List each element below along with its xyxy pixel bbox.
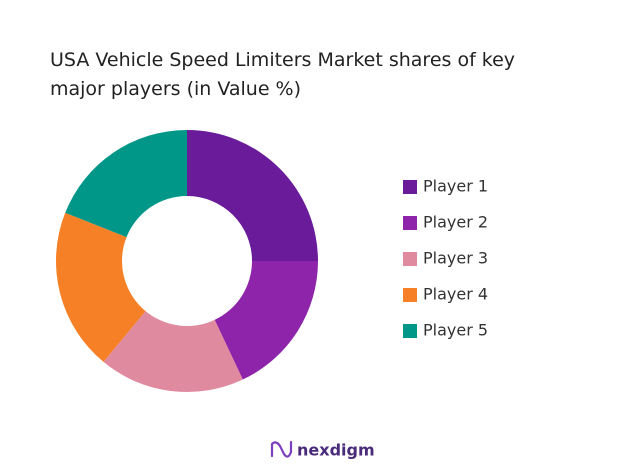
chart-title: USA Vehicle Speed Limiters Market shares… — [50, 49, 516, 100]
slice — [214, 261, 318, 380]
legend-swatch — [403, 288, 417, 302]
legend-label: Player 3 — [423, 249, 488, 268]
logo-icon — [270, 440, 293, 458]
legend-label: Player 5 — [423, 321, 488, 340]
legend-swatch — [403, 216, 417, 230]
legend-label: Player 2 — [423, 213, 488, 232]
slice — [65, 130, 187, 238]
legend-label: Player 1 — [423, 177, 488, 196]
legend-swatch — [403, 324, 417, 338]
slice — [56, 212, 146, 362]
legend-swatch — [403, 180, 417, 194]
slice — [103, 311, 243, 392]
slice — [187, 130, 318, 261]
legend-swatch — [403, 252, 417, 266]
brand: nexdigm — [297, 441, 375, 460]
legend-label: Player 4 — [423, 285, 488, 304]
